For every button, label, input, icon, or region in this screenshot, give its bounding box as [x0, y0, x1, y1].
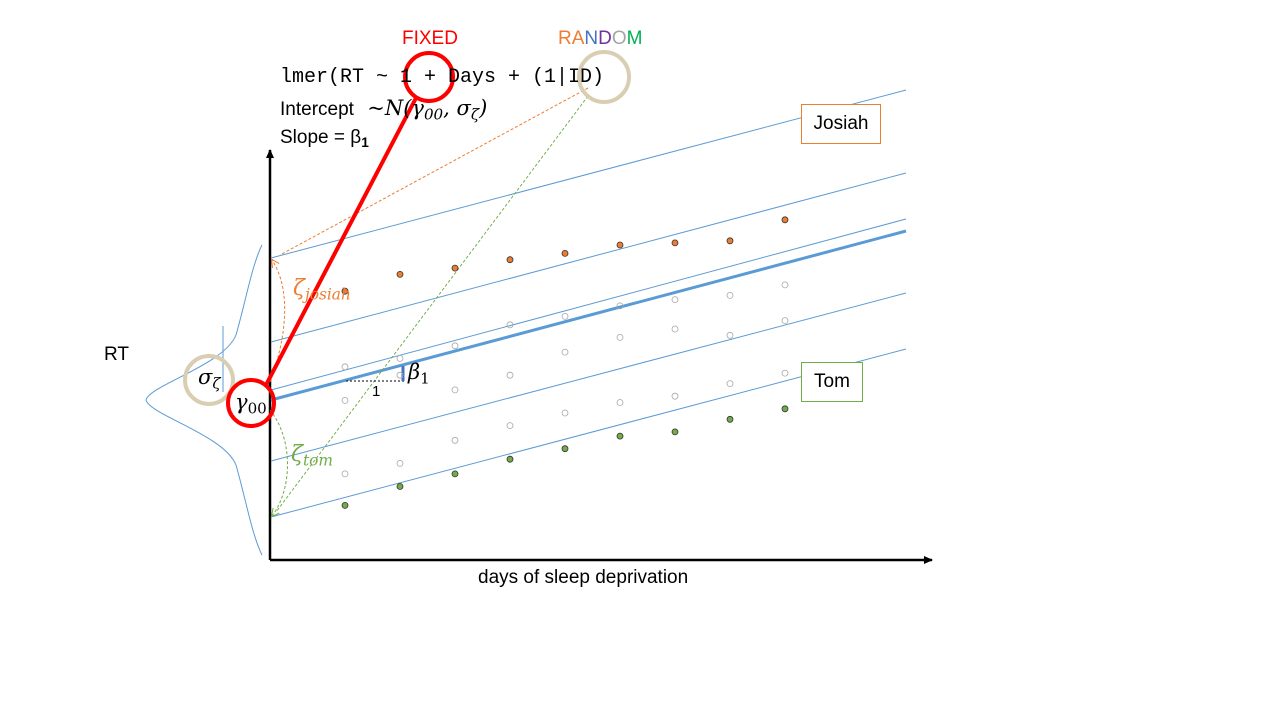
- group-2-data-point: [396, 354, 404, 362]
- regression-line-tom: [270, 348, 907, 518]
- group-2-data-point: [781, 281, 789, 289]
- gamma-symbol: γ00: [235, 390, 267, 418]
- group-4-data-point: [506, 422, 514, 430]
- tom-data-point: [671, 428, 679, 436]
- group-3-data-point: [396, 371, 404, 379]
- regression-line-josiah: [270, 89, 907, 259]
- group-4-data-point: [726, 380, 734, 388]
- group-3-data-point: [341, 396, 349, 404]
- y-axis-label: RT: [104, 344, 129, 365]
- tom-data-point: [616, 432, 624, 440]
- tom-data-point: [506, 455, 514, 463]
- josiah-label-box: Josiah: [801, 104, 881, 144]
- random-link-tom: [275, 95, 589, 513]
- josiah-data-point: [781, 216, 789, 224]
- regression-line-fixed: [270, 229, 907, 402]
- josiah-data-point: [561, 249, 569, 257]
- zeta-tom-label: ζtom: [291, 442, 333, 470]
- group-2-data-point: [726, 291, 734, 299]
- tom-data-point: [781, 405, 789, 413]
- slope-sub: 1: [361, 135, 369, 151]
- group-4-data-point: [781, 369, 789, 377]
- group-2-data-point: [616, 302, 624, 310]
- tom-data-point: [396, 483, 404, 490]
- group-3-data-point: [506, 371, 514, 379]
- slope-line: Slope = β1: [280, 127, 369, 150]
- josiah-label: Josiah: [813, 113, 869, 134]
- intercept-distribution: ~N(γ00, σζ): [367, 96, 488, 124]
- group-2-data-point: [341, 363, 349, 371]
- random-link-josiah: [279, 87, 589, 256]
- model-formula: lmer(RT ~ 1 + Days + (1|ID): [280, 66, 605, 89]
- group-4-data-point: [396, 459, 404, 467]
- group-3-data-point: [561, 348, 569, 356]
- josiah-data-point: [616, 241, 624, 249]
- intercept-line: Intercept ~N(γ00, σζ): [280, 96, 487, 124]
- group-3-data-point: [781, 317, 789, 325]
- tom-data-point: [341, 501, 349, 509]
- random-label: RANDOM: [558, 28, 643, 50]
- x-axis-label: days of sleep deprivation: [478, 567, 689, 588]
- group-4-data-point: [671, 392, 679, 400]
- normal-distribution-curve: [145, 244, 263, 556]
- sigma-circle: [183, 354, 235, 406]
- gamma-circle: [226, 378, 276, 428]
- slope-text: Slope = β: [280, 127, 362, 148]
- tom-label: Tom: [814, 371, 850, 392]
- tom-label-box: Tom: [801, 362, 863, 402]
- random-letter: A: [571, 28, 585, 49]
- group-2-data-point: [451, 342, 459, 350]
- fixed-label: FIXED: [402, 28, 458, 49]
- josiah-data-point: [396, 270, 404, 278]
- group-3-data-point: [671, 325, 679, 333]
- sigma-symbol: σζ: [198, 365, 221, 393]
- tom-data-point: [726, 415, 734, 423]
- zeta-josiah-label: ζjosiah: [293, 276, 351, 304]
- group-2-data-point: [561, 312, 569, 320]
- tom-data-point: [561, 445, 569, 453]
- regression-line-2: [270, 172, 907, 343]
- josiah-data-point: [671, 239, 679, 247]
- scatter-points: [341, 216, 789, 509]
- intercept-text: Intercept: [280, 99, 354, 120]
- group-3-data-point: [451, 386, 459, 394]
- group-4-data-point: [561, 409, 569, 417]
- random-circle-formula: [577, 50, 631, 104]
- fixed-circle-formula: [403, 51, 455, 103]
- zeta-tom-arrow: [269, 409, 288, 516]
- group-2-data-point: [506, 321, 514, 329]
- group-3-data-point: [616, 333, 624, 341]
- random-letter: O: [611, 28, 627, 49]
- josiah-data-point: [451, 264, 459, 272]
- fixed-intercept-link: [264, 97, 418, 386]
- josiah-data-point: [506, 256, 514, 264]
- regression-line-3: [270, 218, 907, 391]
- group-3-data-point: [726, 331, 734, 339]
- regression-line-4: [270, 292, 907, 462]
- group-4-data-point: [451, 436, 459, 444]
- random-letter: R: [558, 28, 572, 49]
- random-letter: M: [626, 28, 643, 49]
- josiah-data-point: [341, 287, 349, 295]
- group-4-data-point: [341, 470, 349, 478]
- beta-run-label: 1: [372, 383, 381, 400]
- group-4-data-point: [616, 399, 624, 406]
- random-letter: N: [584, 28, 599, 49]
- tom-data-point: [451, 470, 459, 478]
- random-letter: D: [598, 28, 612, 49]
- josiah-data-point: [726, 237, 734, 245]
- group-2-data-point: [671, 296, 679, 304]
- beta-label: β1: [408, 360, 430, 388]
